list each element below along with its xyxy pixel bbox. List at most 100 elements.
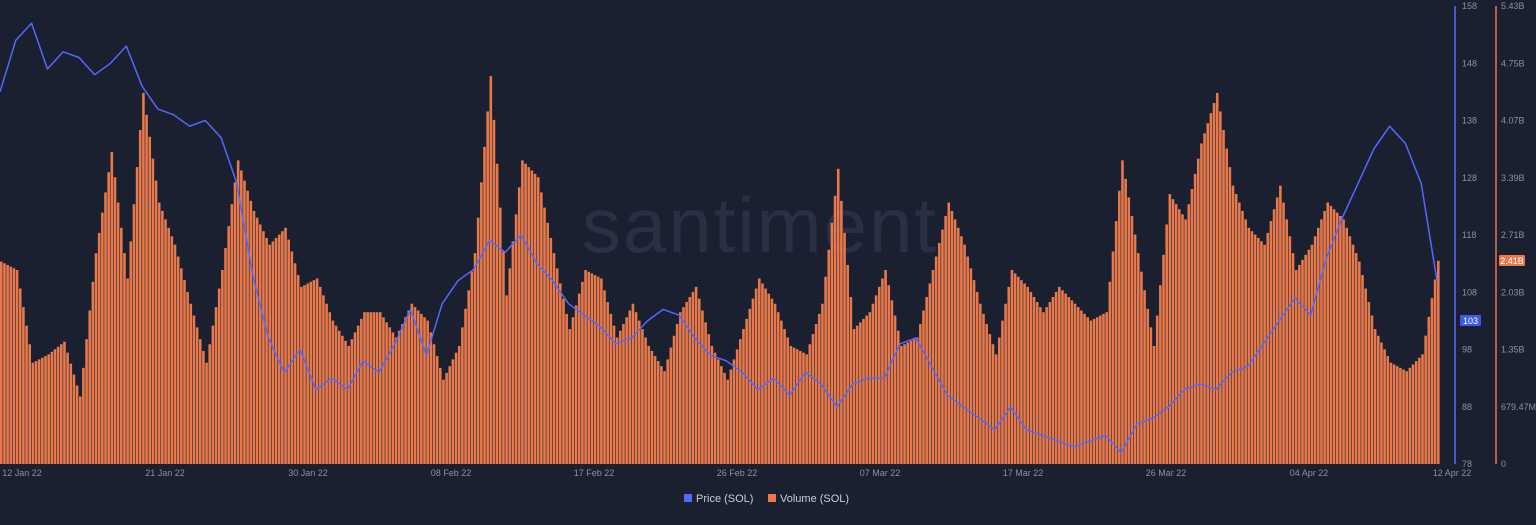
volume-bar	[1354, 253, 1358, 464]
volume-bar	[22, 307, 25, 464]
volume-bar	[830, 222, 834, 464]
volume-bar	[697, 298, 701, 464]
volume-bar	[1219, 111, 1222, 465]
volume-bar	[129, 241, 133, 464]
volume-bar	[505, 295, 508, 464]
volume-bar	[382, 317, 385, 464]
volume-bar	[1146, 308, 1150, 464]
volume-bar	[877, 286, 881, 464]
volume-bar	[729, 369, 733, 464]
volume-bar	[1013, 273, 1017, 464]
volume-bar	[713, 352, 717, 464]
volume-bar	[934, 256, 938, 464]
volume-bar	[439, 367, 442, 464]
volume-bar	[416, 310, 420, 464]
volume-bar	[126, 278, 129, 464]
volume-bar	[893, 315, 897, 464]
volume-bar	[148, 136, 152, 465]
volume-bar	[9, 266, 13, 464]
volume-bar	[1247, 227, 1251, 464]
volume-bar	[331, 320, 335, 464]
volume-bar	[953, 219, 957, 464]
volume-bar	[1288, 236, 1292, 464]
price-badge-bg	[1460, 315, 1481, 326]
price-tick-label: 118	[1462, 230, 1476, 240]
volume-bar	[543, 207, 546, 464]
volume-bar	[780, 320, 783, 464]
volume-bar	[186, 291, 189, 464]
volume-bar	[536, 177, 540, 464]
volume-bar	[710, 345, 714, 464]
volume-bar	[1389, 362, 1393, 464]
volume-bar	[1253, 234, 1257, 464]
volume-bar	[1076, 307, 1080, 464]
volume-bar	[745, 318, 748, 464]
volume-bar	[1032, 296, 1036, 464]
volume-bar	[344, 340, 347, 464]
volume-bar	[732, 359, 736, 464]
volume-bar	[950, 210, 954, 464]
volume-bar	[909, 340, 913, 464]
volume-bar	[600, 278, 603, 464]
volume-bar	[587, 271, 591, 464]
volume-bar	[432, 344, 436, 464]
volume-bar	[925, 296, 928, 464]
volume-bar	[849, 296, 853, 464]
volume-bar	[1437, 260, 1440, 464]
volume-bar	[391, 332, 395, 464]
volume-bar	[1089, 320, 1093, 464]
volume-bar	[1020, 280, 1023, 464]
volume-bar	[982, 313, 985, 464]
volume-bar	[770, 298, 774, 464]
volume-bar	[1323, 210, 1326, 464]
volume-bar	[1332, 209, 1336, 464]
volume-bar	[1339, 216, 1342, 464]
volume-bar	[890, 300, 894, 464]
volume-bar	[767, 293, 771, 464]
volume-bar	[1402, 369, 1405, 464]
price-tick-label: 158	[1462, 1, 1477, 11]
volume-bar	[1307, 249, 1311, 464]
volume-bar	[161, 210, 164, 464]
volume-bar	[37, 359, 41, 464]
volume-bar	[571, 317, 575, 464]
volume-bar	[1424, 335, 1427, 464]
volume-bar	[814, 323, 818, 464]
volume-bar	[726, 379, 729, 464]
volume-bar	[123, 253, 126, 464]
volume-bar	[97, 232, 101, 464]
volume-tick-label: 3.39B	[1501, 173, 1525, 183]
volume-bar	[524, 163, 527, 465]
volume-bar	[808, 344, 812, 464]
volume-bar	[1361, 275, 1364, 464]
volume-bar	[742, 329, 745, 464]
volume-bar	[679, 312, 682, 464]
volume-series	[0, 76, 1440, 465]
volume-bar	[603, 290, 606, 464]
volume-bar	[110, 151, 114, 465]
volume-bar	[1193, 173, 1197, 464]
volume-bar	[1348, 236, 1352, 464]
volume-bar	[960, 236, 963, 464]
legend-item-price[interactable]: Price (SOL)	[684, 493, 753, 505]
volume-bar	[903, 344, 906, 464]
volume-bar	[464, 308, 467, 464]
volume-bar	[1171, 199, 1175, 464]
volume-bar	[135, 167, 139, 464]
price-series	[0, 22, 1438, 454]
legend-item-volume[interactable]: Volume (SOL)	[768, 493, 849, 505]
volume-bar	[1127, 197, 1131, 464]
volume-bar	[1130, 216, 1134, 464]
volume-bar	[12, 268, 16, 464]
volume-bar	[637, 320, 641, 464]
volume-bar	[1039, 307, 1042, 464]
volume-current-badge: 2.41B	[1499, 255, 1525, 266]
volume-bar	[296, 275, 300, 464]
volume-bar	[1392, 364, 1396, 464]
volume-bar	[1326, 202, 1330, 464]
volume-bar	[555, 268, 559, 464]
volume-tick-label: 5.43B	[1501, 1, 1525, 11]
volume-bar	[82, 367, 85, 464]
volume-bar	[1080, 310, 1083, 464]
volume-bar	[514, 214, 518, 464]
